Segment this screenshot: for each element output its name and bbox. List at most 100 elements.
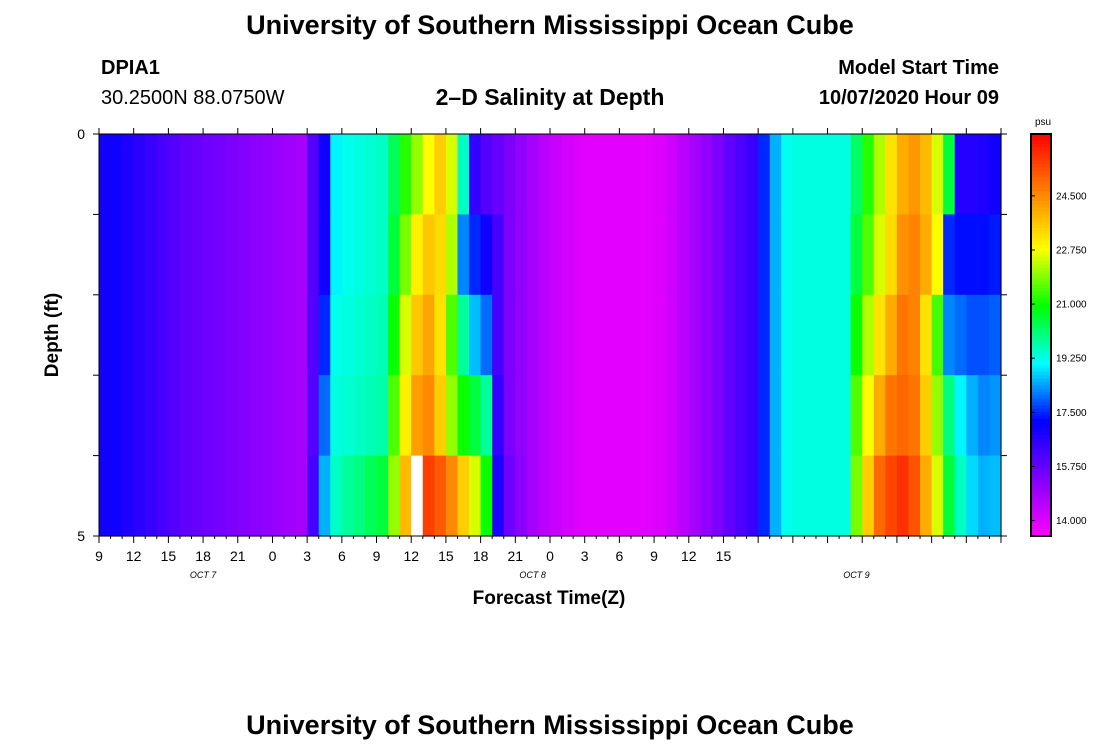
colorbar-segment	[1031, 281, 1051, 286]
heatmap-cell	[596, 294, 609, 376]
heatmap-cell	[99, 134, 112, 215]
colorbar-segment	[1031, 190, 1051, 195]
colorbar-segment	[1031, 345, 1051, 349]
heatmap-cell	[284, 375, 297, 457]
colorbar-segment	[1031, 197, 1051, 202]
heatmap-cell	[665, 375, 678, 457]
heatmap-cell	[260, 214, 274, 296]
heatmap-cell	[758, 294, 771, 376]
station-coordinates: 30.2500N 88.0750W	[101, 87, 285, 109]
heatmap-cell	[943, 375, 956, 457]
heatmap-cell	[584, 375, 597, 457]
heatmap-cell	[654, 134, 667, 215]
heatmap-cell	[330, 375, 343, 457]
heatmap-cell	[133, 214, 146, 296]
colorbar-segment	[1031, 485, 1051, 490]
heatmap-cell	[364, 455, 378, 537]
colorbar-segment	[1031, 351, 1051, 356]
heatmap-cell	[353, 294, 366, 376]
heatmap-cell	[746, 214, 759, 296]
heatmap-cell	[839, 375, 852, 457]
heatmap-cell	[272, 294, 285, 376]
heatmap-cell	[526, 455, 540, 537]
heatmap-cell	[573, 294, 586, 376]
colorbar-segment	[1031, 294, 1051, 299]
heatmap-cell	[885, 294, 898, 376]
model-start-label: Model Start Time	[838, 57, 999, 79]
heatmap-cell	[769, 214, 782, 296]
heatmap-cell	[307, 134, 320, 215]
x-tick-label: 18	[473, 548, 489, 564]
heatmap-cell	[156, 375, 169, 457]
colorbar-segment	[1031, 167, 1051, 172]
colorbar-segment	[1031, 237, 1051, 242]
heatmap-cell	[260, 375, 274, 457]
heatmap-cell	[203, 134, 216, 215]
heatmap-cell	[630, 455, 644, 537]
heatmap-cell	[480, 294, 493, 376]
heatmap-cell	[873, 455, 886, 537]
heatmap-cell	[237, 294, 250, 376]
heatmap-cell	[954, 375, 967, 457]
heatmap-cell	[411, 294, 424, 376]
colorbar-segment	[1031, 519, 1051, 524]
heatmap-cell	[735, 214, 748, 296]
heatmap-cell	[249, 455, 262, 537]
colorbar-segment	[1031, 328, 1051, 333]
heatmap-cell	[769, 375, 782, 457]
heatmap-cell	[954, 455, 967, 537]
colorbar-segment	[1031, 224, 1051, 229]
heatmap-cell	[179, 375, 193, 457]
heatmap-cell	[584, 214, 597, 296]
x-axis: 9 12 15 18 21 0 3 6 9 12 15 18 21 0 3 6 9 12 15 OCT 7 OCT 8 O…	[95, 128, 1002, 580]
heatmap-cell	[908, 375, 921, 457]
heatmap-cell	[469, 214, 482, 296]
heatmap-cell	[284, 214, 297, 296]
heatmap-cell	[573, 134, 586, 215]
heatmap-cell	[977, 294, 991, 376]
heatmap-cell	[99, 375, 112, 457]
heatmap-cell	[492, 134, 505, 215]
heatmap-cell	[862, 214, 875, 296]
heatmap-cell	[688, 214, 701, 296]
heatmap-cell	[156, 294, 169, 376]
x-tick-label: 21	[508, 548, 524, 564]
heatmap-cell	[179, 214, 193, 296]
colorbar-segment	[1031, 207, 1051, 212]
heatmap-cell	[850, 375, 863, 457]
heatmap-cell	[839, 455, 852, 537]
colorbar-segment	[1031, 308, 1051, 313]
heatmap-cell	[943, 214, 956, 296]
heatmap-cell	[376, 455, 389, 537]
heatmap-cell	[203, 375, 216, 457]
colorbar-tick-label: 22.750	[1056, 245, 1087, 256]
heatmap-cell	[677, 134, 690, 215]
heatmap-cell	[272, 214, 285, 296]
colorbar-segment	[1031, 211, 1051, 215]
heatmap-cell	[850, 455, 863, 537]
heatmap-cell	[746, 134, 759, 215]
x-tick-label: 3	[303, 548, 311, 564]
heatmap-cell	[122, 455, 135, 537]
colorbar-segment	[1031, 311, 1051, 316]
colorbar-segment	[1031, 144, 1051, 148]
heatmap-cell	[723, 214, 736, 296]
heatmap-cell	[145, 134, 158, 215]
heatmap-cell	[630, 294, 644, 376]
heatmap-cell	[99, 294, 112, 376]
colorbar-segment	[1031, 398, 1051, 403]
colorbar-segment	[1031, 140, 1051, 145]
heatmap-cell	[214, 134, 227, 215]
heatmap-cell	[654, 375, 667, 457]
heatmap-cell	[422, 214, 435, 296]
heatmap-cell	[584, 134, 597, 215]
colorbar-segment	[1031, 455, 1051, 460]
colorbar-segment	[1031, 462, 1051, 467]
heatmap-cell	[434, 214, 447, 296]
heatmap-cell	[469, 455, 482, 537]
heatmap-cell	[145, 214, 158, 296]
colorbar-segment	[1031, 465, 1051, 470]
heatmap-cell	[723, 455, 736, 537]
heatmap-cell	[561, 455, 574, 537]
